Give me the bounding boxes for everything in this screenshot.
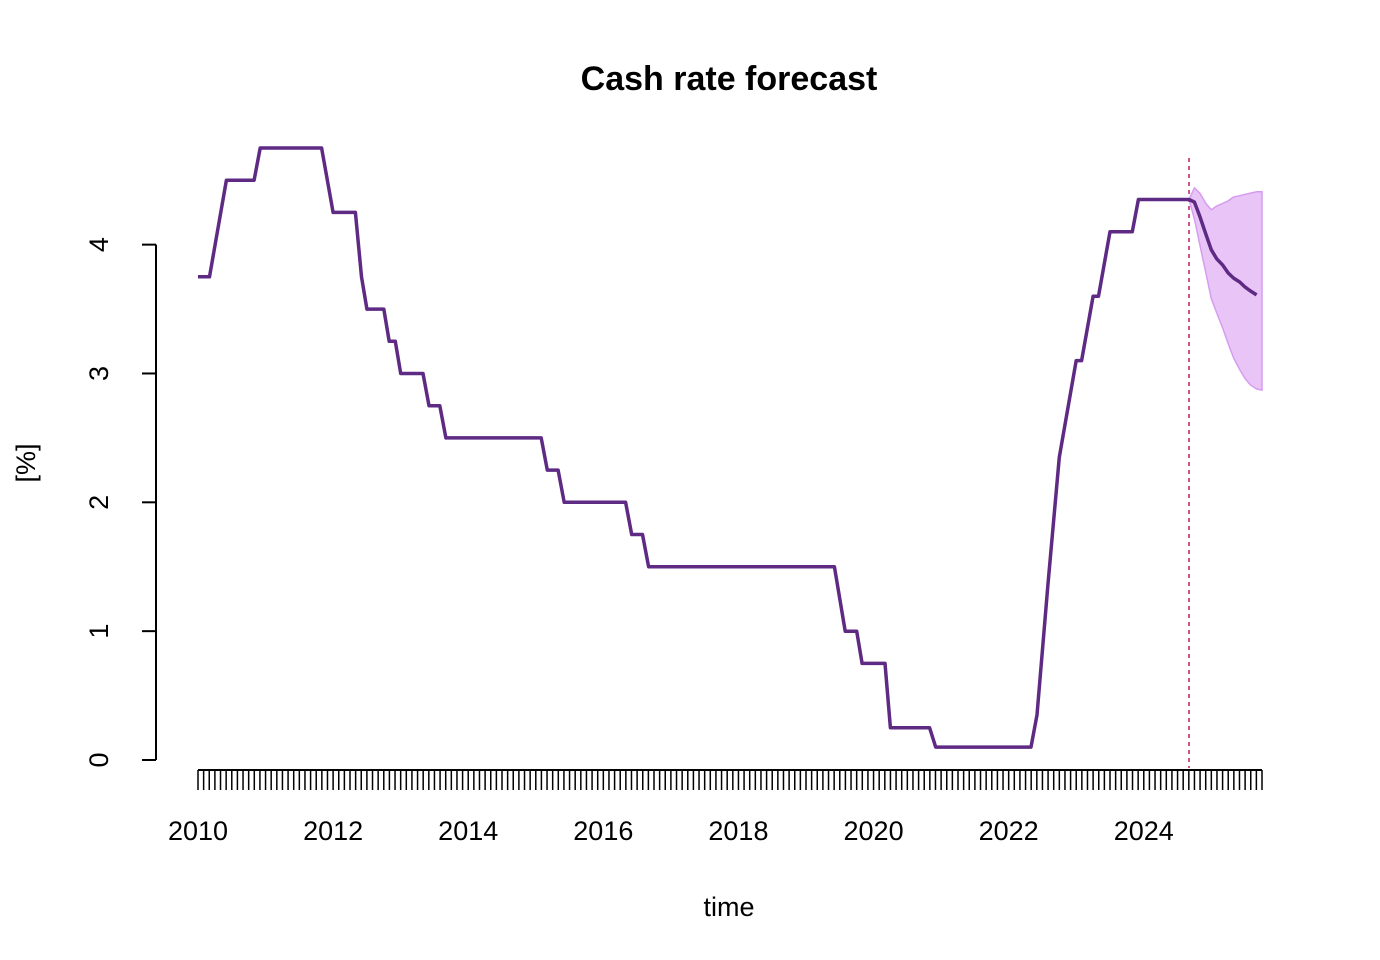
- y-axis: 0 1 2 3 4: [84, 237, 157, 768]
- x-tick-label: 2020: [844, 816, 904, 846]
- x-axis-label: time: [703, 892, 754, 922]
- chart-title: Cash rate forecast: [581, 60, 878, 98]
- y-tick-label: 4: [84, 237, 114, 252]
- x-tick-label: 2024: [1114, 816, 1174, 846]
- series-layer: [198, 146, 1258, 749]
- y-tick-label: 3: [84, 366, 114, 381]
- x-tick-label: 2014: [438, 816, 498, 846]
- y-tick-label: 2: [84, 495, 114, 510]
- cash-rate-series-line-0: [198, 146, 1258, 749]
- x-tick-label: 2010: [168, 816, 228, 846]
- x-tick-label: 2012: [303, 816, 363, 846]
- y-axis-label: [%]: [11, 443, 41, 482]
- x-tick-label: 2022: [979, 816, 1039, 846]
- x-tick-label: 2018: [708, 816, 768, 846]
- y-tick-label: 1: [84, 624, 114, 639]
- y-tick-label: 0: [84, 752, 114, 767]
- x-tick-label: 2016: [573, 816, 633, 846]
- x-axis: 2010 2012 2014 2016 2018 2020 2022 2024: [168, 769, 1263, 846]
